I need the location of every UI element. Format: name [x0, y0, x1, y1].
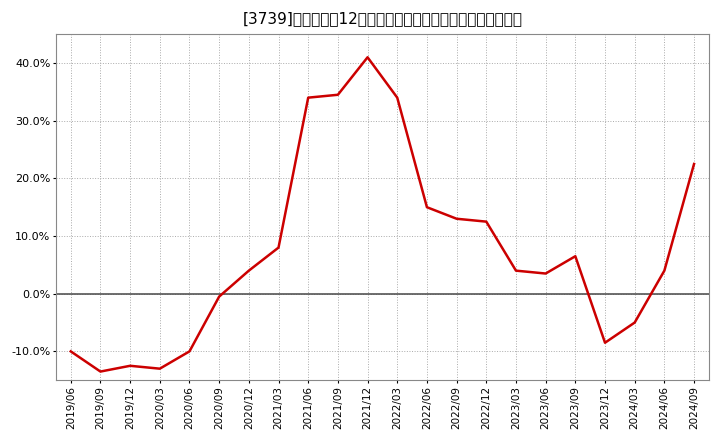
- Title: [3739]　売上高の12か月移動合計の対前年同期増減率の推移: [3739] 売上高の12か月移動合計の対前年同期増減率の推移: [243, 11, 523, 26]
